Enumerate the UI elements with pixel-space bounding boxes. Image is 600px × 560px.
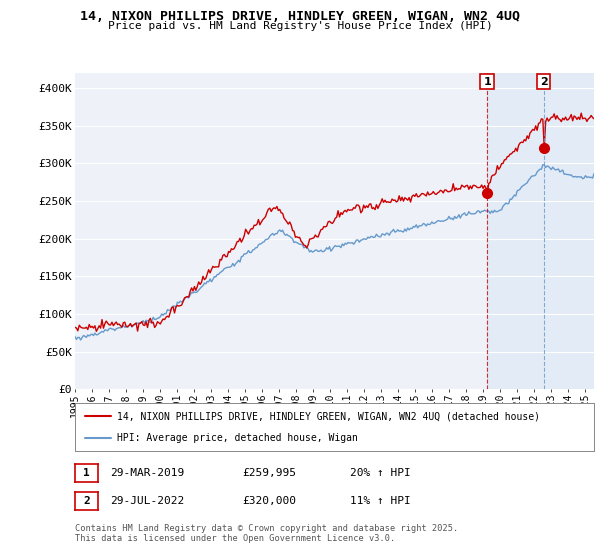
Text: 11% ↑ HPI: 11% ↑ HPI — [350, 496, 410, 506]
Text: 29-JUL-2022: 29-JUL-2022 — [110, 496, 184, 506]
Text: 2: 2 — [540, 77, 548, 87]
Bar — [487, 73, 594, 389]
Text: £259,995: £259,995 — [242, 468, 296, 478]
Text: 14, NIXON PHILLIPS DRIVE, HINDLEY GREEN, WIGAN, WN2 4UQ (detached house): 14, NIXON PHILLIPS DRIVE, HINDLEY GREEN,… — [116, 411, 539, 421]
Text: 14, NIXON PHILLIPS DRIVE, HINDLEY GREEN, WIGAN, WN2 4UQ: 14, NIXON PHILLIPS DRIVE, HINDLEY GREEN,… — [80, 10, 520, 23]
Text: 2: 2 — [83, 496, 90, 506]
Text: 20% ↑ HPI: 20% ↑ HPI — [350, 468, 410, 478]
Text: £320,000: £320,000 — [242, 496, 296, 506]
Text: HPI: Average price, detached house, Wigan: HPI: Average price, detached house, Wiga… — [116, 433, 358, 443]
Text: 1: 1 — [483, 77, 491, 87]
Text: 29-MAR-2019: 29-MAR-2019 — [110, 468, 184, 478]
Text: Contains HM Land Registry data © Crown copyright and database right 2025.
This d: Contains HM Land Registry data © Crown c… — [75, 524, 458, 543]
Text: Price paid vs. HM Land Registry's House Price Index (HPI): Price paid vs. HM Land Registry's House … — [107, 21, 493, 31]
Text: 1: 1 — [83, 468, 90, 478]
